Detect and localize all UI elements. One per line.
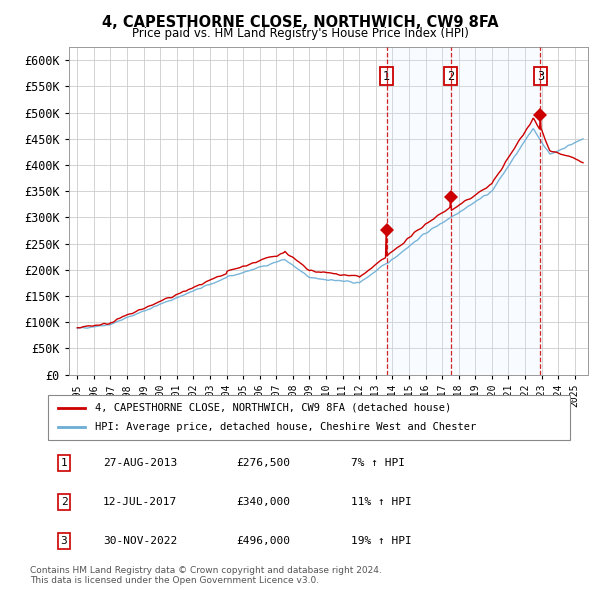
Text: 30-NOV-2022: 30-NOV-2022 — [103, 536, 177, 546]
Text: 1: 1 — [383, 70, 390, 83]
Text: 19% ↑ HPI: 19% ↑ HPI — [351, 536, 412, 546]
Text: 7% ↑ HPI: 7% ↑ HPI — [351, 458, 405, 468]
Text: £276,500: £276,500 — [236, 458, 290, 468]
Text: 3: 3 — [536, 70, 544, 83]
Text: 3: 3 — [61, 536, 67, 546]
Text: 11% ↑ HPI: 11% ↑ HPI — [351, 497, 412, 507]
Text: 4, CAPESTHORNE CLOSE, NORTHWICH, CW9 8FA: 4, CAPESTHORNE CLOSE, NORTHWICH, CW9 8FA — [101, 15, 499, 30]
Text: 12-JUL-2017: 12-JUL-2017 — [103, 497, 177, 507]
Text: 2: 2 — [61, 497, 67, 507]
Text: £340,000: £340,000 — [236, 497, 290, 507]
Text: Contains HM Land Registry data © Crown copyright and database right 2024.
This d: Contains HM Land Registry data © Crown c… — [30, 566, 382, 585]
Text: 4, CAPESTHORNE CLOSE, NORTHWICH, CW9 8FA (detached house): 4, CAPESTHORNE CLOSE, NORTHWICH, CW9 8FA… — [95, 403, 451, 412]
Text: 27-AUG-2013: 27-AUG-2013 — [103, 458, 177, 468]
Text: £496,000: £496,000 — [236, 536, 290, 546]
Bar — [386, 47, 540, 375]
FancyBboxPatch shape — [48, 395, 570, 440]
Text: HPI: Average price, detached house, Cheshire West and Chester: HPI: Average price, detached house, Ches… — [95, 422, 476, 432]
Text: 1: 1 — [61, 458, 67, 468]
Text: Price paid vs. HM Land Registry's House Price Index (HPI): Price paid vs. HM Land Registry's House … — [131, 27, 469, 40]
Text: 2: 2 — [448, 70, 454, 83]
